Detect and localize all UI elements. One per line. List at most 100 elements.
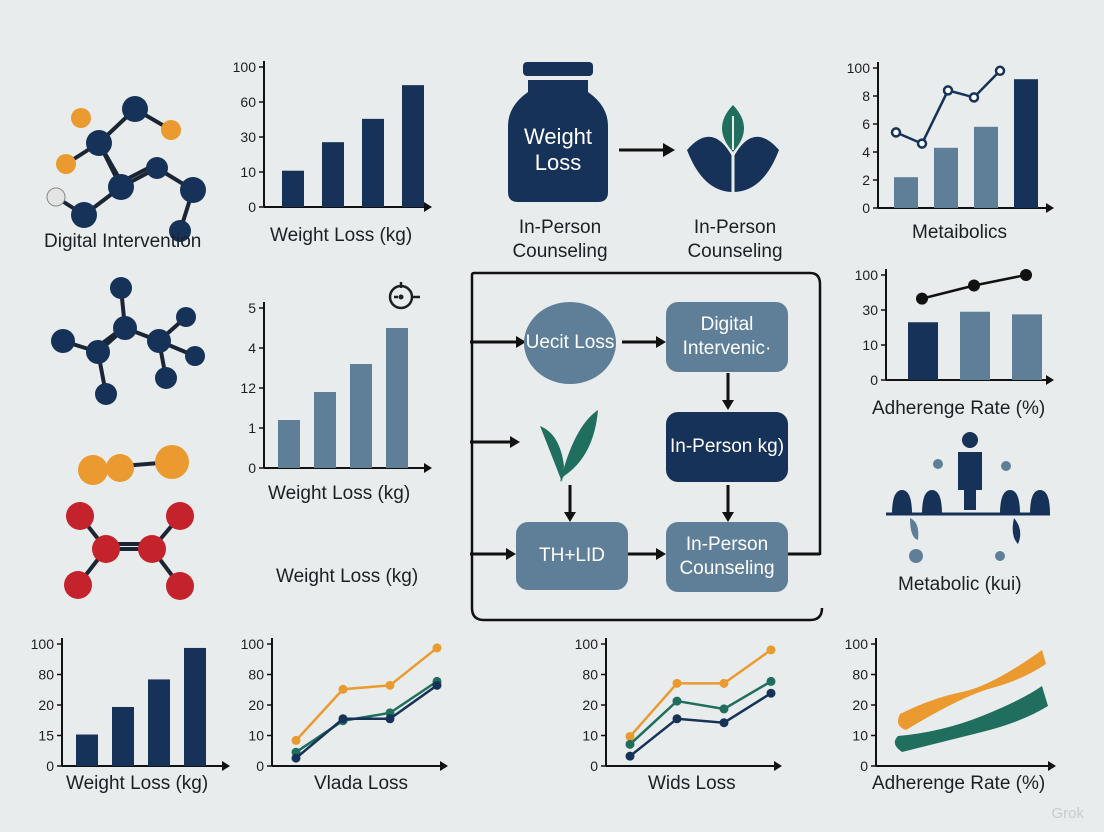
teal-ribbon xyxy=(894,686,1048,752)
jar-shape xyxy=(508,62,608,202)
bar xyxy=(148,679,170,766)
tick-label: 100 xyxy=(241,636,265,652)
tick-label: 80 xyxy=(582,667,598,683)
tick-label: 15 xyxy=(38,728,54,744)
tick-label: 10 xyxy=(862,337,878,353)
metabolics-point xyxy=(968,92,980,103)
tick-label: 0 xyxy=(46,758,54,774)
tick-label: 100 xyxy=(575,636,599,652)
adherence-point xyxy=(1020,269,1032,281)
flow-leaf-icon xyxy=(540,410,598,482)
bar xyxy=(350,364,372,468)
flow-node-digital: Digital Intervenic· xyxy=(666,302,788,372)
wids-orange-line xyxy=(629,648,772,738)
vlada-teal-line xyxy=(295,680,438,754)
tick-label: 20 xyxy=(38,697,54,713)
tick-label: 12 xyxy=(240,380,256,396)
tick-label: 80 xyxy=(852,667,868,683)
flow-node-in-person: In-Person kg) xyxy=(666,412,788,482)
x-axis-arrow xyxy=(424,463,432,473)
tick-label: 6 xyxy=(862,116,870,132)
tick-label: 10 xyxy=(582,728,598,744)
tick-label: 4 xyxy=(862,144,870,160)
bar xyxy=(76,734,98,766)
x-axis-arrow xyxy=(1046,203,1054,213)
bar xyxy=(934,147,958,208)
people-label: Metabolic (kui) xyxy=(898,574,1022,595)
vlada-orange-point xyxy=(291,735,301,745)
tick-label: 0 xyxy=(860,758,868,774)
x-axis-arrow xyxy=(222,761,230,771)
tick-label: 100 xyxy=(845,636,869,652)
vlada-orange-point xyxy=(338,684,348,694)
tick-label: 0 xyxy=(248,460,256,476)
tick-label: 0 xyxy=(248,199,256,215)
tick-label: 80 xyxy=(248,667,264,683)
metabolics-point xyxy=(890,127,902,138)
wids-orange-point xyxy=(625,731,635,741)
flowchart-frame xyxy=(470,271,824,622)
tick-label: 100 xyxy=(855,267,879,283)
standalone-weight-loss-label: Weight Loss (kg) xyxy=(276,566,419,587)
bar xyxy=(278,420,300,468)
tick-label: 30 xyxy=(240,129,256,145)
arrow-icon xyxy=(619,143,675,157)
wids-teal-point xyxy=(625,739,635,749)
tick-label: 100 xyxy=(233,59,257,75)
molecule-top-label: Digital Intervention xyxy=(44,231,202,252)
tick-label: 80 xyxy=(38,667,54,683)
wids-navy-line xyxy=(629,692,772,758)
orange-ribbon xyxy=(898,650,1046,730)
chart-metabolics-svg: 100 8 6 4 2 0 xyxy=(847,60,1054,216)
leaf-icon xyxy=(687,105,779,194)
chart-bottom-bar-xlabel: Weight Loss (kg) xyxy=(66,773,209,794)
wids-navy-point xyxy=(719,718,729,728)
vlada-navy-line xyxy=(295,684,438,760)
tick-label: 30 xyxy=(862,302,878,318)
tick-label: 8 xyxy=(862,88,870,104)
chart-vlada-xlabel: Vlada Loss xyxy=(314,773,409,794)
tick-label: 20 xyxy=(852,697,868,713)
tick-label: 20 xyxy=(582,697,598,713)
bar xyxy=(314,392,336,468)
x-axis-arrow xyxy=(1048,761,1056,771)
x-axis-arrow xyxy=(424,202,432,212)
wids-navy-point xyxy=(672,714,682,724)
tick-label: 0 xyxy=(256,758,264,774)
vlada-orange-point xyxy=(432,643,442,653)
chart-mid-bar-svg: 5 4 12 1 0 xyxy=(240,300,432,476)
tick-label: 2 xyxy=(862,172,870,188)
tick-label: 10 xyxy=(852,728,868,744)
tick-label: 60 xyxy=(240,94,256,110)
wids-teal-line xyxy=(629,680,772,746)
molecule-bottom xyxy=(64,445,194,600)
vlada-navy-point xyxy=(385,714,395,724)
vlada-navy-point xyxy=(291,753,301,763)
bar xyxy=(960,311,990,380)
x-axis-arrow xyxy=(1046,375,1054,385)
tick-label: 4 xyxy=(248,340,256,356)
molecule-top xyxy=(46,96,206,242)
molecule-middle xyxy=(51,277,205,405)
chart-adherence-bottom-xlabel: Adherenge Rate (%) xyxy=(872,773,1046,794)
wids-teal-point xyxy=(672,696,682,706)
tick-label: 100 xyxy=(847,60,871,76)
chart-metabolics-xlabel: Metaibolics xyxy=(912,222,1008,243)
metabolics-point xyxy=(942,85,954,96)
chart-adherence-top-xlabel: Adherenge Rate (%) xyxy=(872,398,1046,419)
metabolics-point xyxy=(916,138,928,149)
flow-arrows xyxy=(470,336,820,560)
tick-label: 5 xyxy=(248,300,256,316)
flow-node-loss: Uecit Loss xyxy=(524,302,616,384)
bar xyxy=(1014,79,1038,208)
jar-label: Weight Loss xyxy=(523,124,593,175)
bar xyxy=(362,118,384,207)
bar xyxy=(1012,314,1042,380)
target-icon xyxy=(388,282,420,310)
bar xyxy=(322,142,344,207)
tick-label: 10 xyxy=(240,164,256,180)
